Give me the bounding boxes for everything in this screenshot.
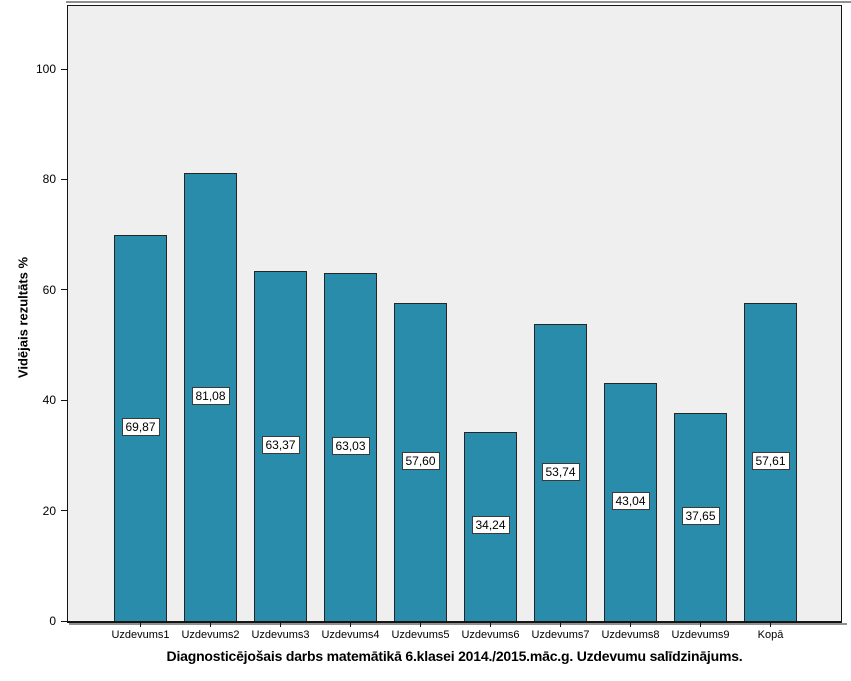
bar-value-label: 37,65 [681, 507, 720, 526]
x-tick-label: Uzdevums2 [181, 629, 240, 641]
bar-value-label: 57,61 [751, 451, 790, 470]
y-tick-mark [61, 620, 67, 622]
chart-title: Diagnosticējošais darbs matemātikā 6.kla… [166, 648, 743, 664]
y-tick-label: 100 [35, 62, 56, 76]
x-tick-label: Uzdevums6 [461, 629, 520, 641]
plot-area: 69,87 81,08 63,37 63,03 57,60 34,24 53,74 43,04… [67, 5, 842, 623]
y-tick-mark [61, 399, 67, 401]
y-tick-label: 40 [42, 393, 56, 408]
y-tick-label: 0 [49, 614, 56, 628]
bar-value-label: 34,24 [471, 516, 510, 535]
x-tick-label: Uzdevums5 [391, 629, 450, 641]
x-tick-label: Uzdevums3 [251, 629, 310, 641]
bar-value-label: 63,03 [331, 437, 370, 456]
y-tick-label: 20 [42, 503, 56, 518]
x-tick-label: Uzdevums9 [671, 629, 730, 641]
x-tick-mark [140, 623, 141, 627]
x-tick-mark [350, 623, 351, 627]
y-tick-label: 60 [42, 282, 56, 297]
x-tick-mark [420, 623, 421, 627]
y-tick-mark [61, 68, 67, 70]
bar-value-label: 53,74 [541, 462, 580, 481]
x-tick-mark [490, 623, 491, 627]
x-tick-mark [770, 623, 771, 627]
bar-value-label: 69,87 [121, 418, 160, 437]
bar-value-label: 43,04 [611, 492, 650, 511]
bar-value-label: 57,60 [401, 452, 440, 471]
x-tick-label: Uzdevums1 [111, 629, 170, 641]
x-tick-label: Uzdevums4 [321, 629, 380, 641]
frame-shadow-bottom [69, 623, 847, 625]
x-tick-mark [210, 623, 211, 627]
frame-shadow-top [66, 1, 851, 3]
x-tick-label: Kopā [757, 629, 784, 641]
x-tick-mark [700, 623, 701, 627]
bar-value-label: 81,08 [191, 387, 230, 406]
y-axis-title: Vidējais rezultāts % [15, 256, 31, 379]
y-tick-label: 80 [42, 172, 56, 187]
y-tick-mark [61, 510, 67, 512]
x-tick-mark [280, 623, 281, 627]
x-tick-label: Uzdevums7 [531, 629, 590, 641]
y-tick-mark [61, 289, 67, 291]
bar-value-label: 63,37 [261, 436, 300, 455]
x-tick-label: Uzdevums8 [601, 629, 660, 641]
x-tick-mark [630, 623, 631, 627]
y-tick-mark [61, 178, 67, 180]
x-tick-mark [560, 623, 561, 627]
